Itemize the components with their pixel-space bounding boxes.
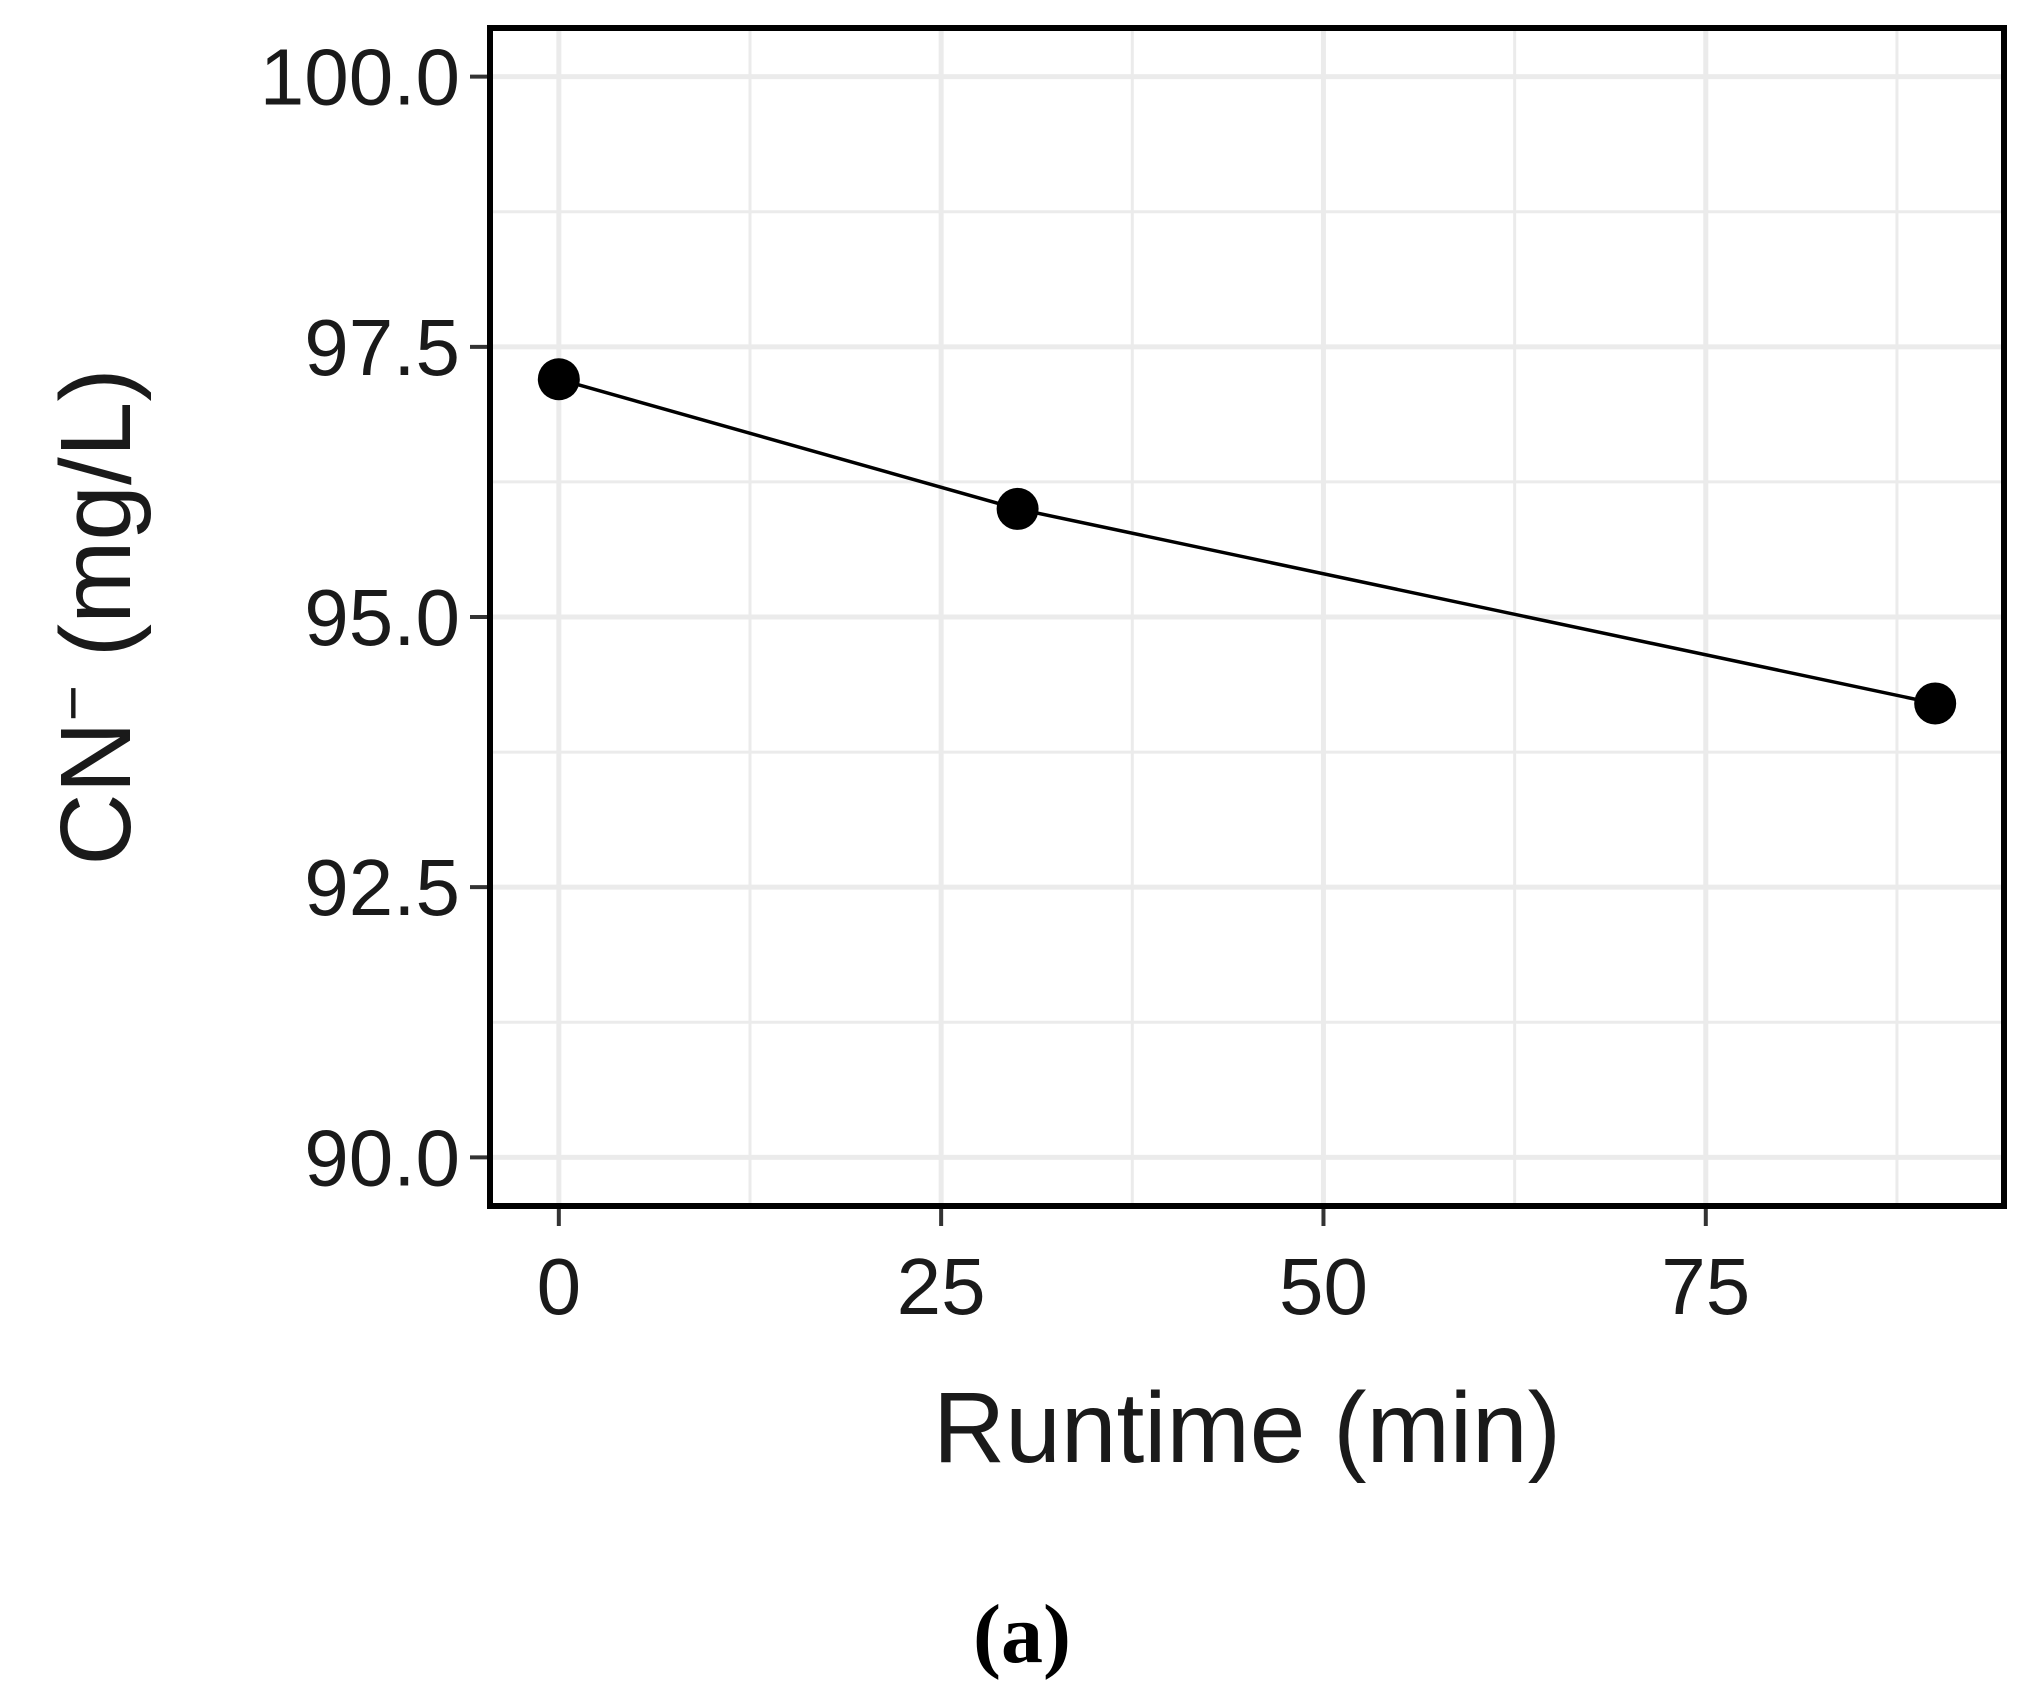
panel-label: (a) — [973, 1588, 1071, 1681]
y-tick-label: 100.0 — [260, 33, 460, 122]
grid — [490, 28, 2004, 1206]
x-tick-label: 75 — [1661, 1242, 1750, 1331]
y-tick-label: 90.0 — [304, 1113, 460, 1202]
y-axis-title-superscript: − — [39, 685, 108, 721]
x-tick-label: 0 — [537, 1242, 582, 1331]
y-axis-title: CN− (mg/L) — [39, 368, 152, 865]
data-point — [996, 487, 1039, 530]
plot-frame — [487, 25, 2007, 1209]
x-axis-title: Runtime (min) — [933, 1372, 1561, 1484]
x-axis: 0 25 50 75 — [537, 1209, 1750, 1331]
data-point — [1914, 682, 1957, 725]
data-point — [537, 358, 580, 401]
plot-area — [487, 25, 2007, 1209]
y-tick-label: 97.5 — [304, 303, 460, 392]
y-axis-title-main: CN — [40, 721, 152, 865]
series-layer — [537, 358, 1957, 725]
y-axis: 90.0 92.5 95.0 97.5 100.0 — [260, 33, 487, 1202]
y-tick-label: 92.5 — [304, 843, 460, 932]
y-tick-label: 95.0 — [304, 573, 460, 662]
x-tick-label: 50 — [1279, 1242, 1368, 1331]
y-axis-title-unit: (mg/L) — [40, 368, 152, 685]
x-tick-label: 25 — [897, 1242, 986, 1331]
